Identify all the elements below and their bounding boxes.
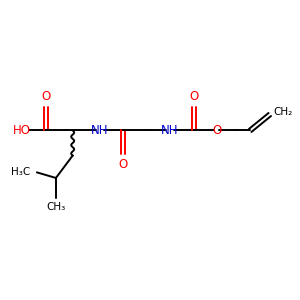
- Text: CH₂: CH₂: [273, 107, 292, 117]
- Text: NH: NH: [160, 124, 178, 137]
- Text: NH: NH: [91, 124, 108, 137]
- Text: O: O: [41, 90, 51, 103]
- Text: HO: HO: [13, 124, 31, 137]
- Text: O: O: [118, 158, 127, 171]
- Text: O: O: [190, 90, 199, 103]
- Text: O: O: [212, 124, 221, 137]
- Text: H₃C: H₃C: [11, 167, 31, 177]
- Text: CH₃: CH₃: [46, 202, 65, 212]
